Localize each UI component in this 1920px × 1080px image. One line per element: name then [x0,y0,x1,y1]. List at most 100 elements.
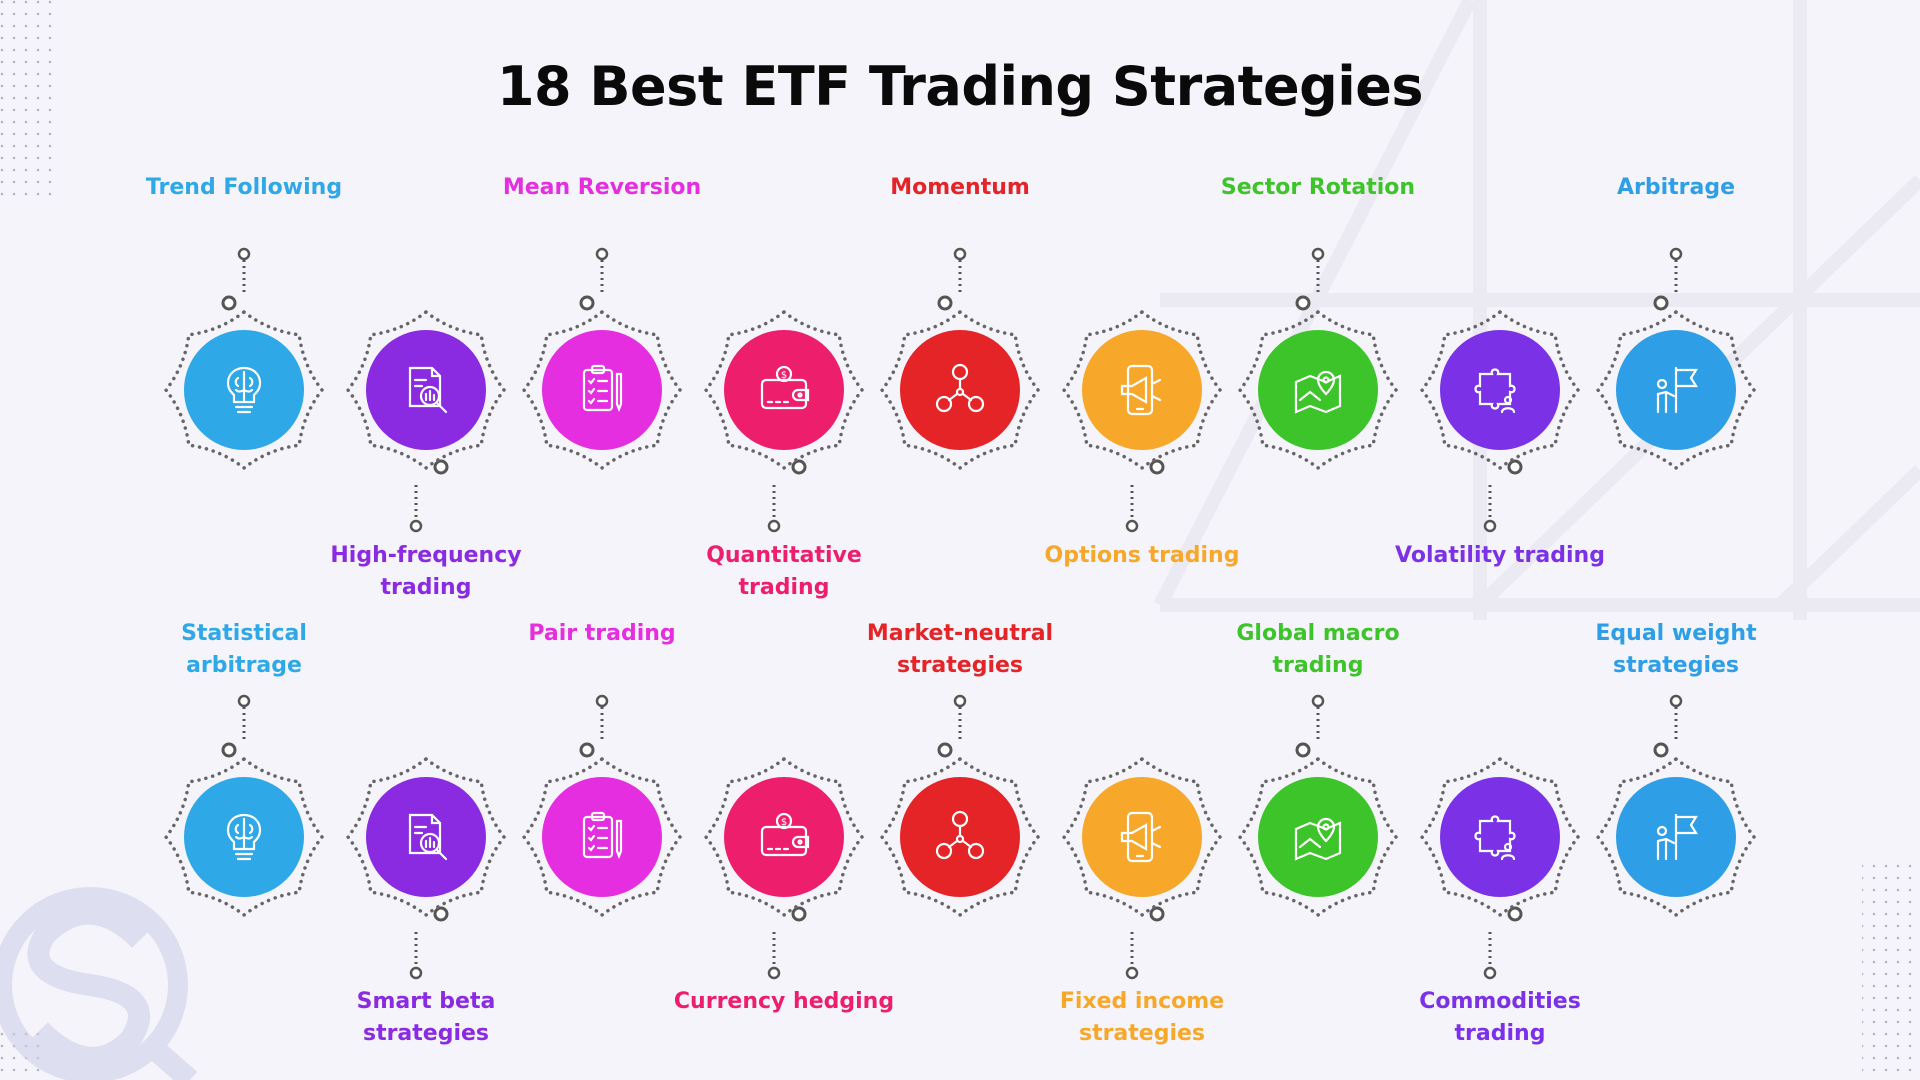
icon-disc [1616,330,1736,450]
document-search-icon [408,366,448,414]
strategy-node [1057,752,1227,922]
dotted-frame [1419,757,1581,918]
network-people-icon [935,363,985,413]
strategy-label: Pair trading [528,621,676,646]
dotted-frame [703,310,865,471]
icon-disc [1440,330,1560,450]
icon-disc [366,330,486,450]
network-people-icon [935,810,985,860]
strategy-node [1233,305,1403,475]
strategy-node [1415,305,1585,475]
strategy-node [1415,752,1585,922]
strategy-label: Volatility trading [1395,543,1605,568]
clipboard-checklist-icon [582,811,623,859]
strategy-label: Smart beta strategies [356,989,496,1046]
icon-disc: $ [724,777,844,897]
strategy-node [1591,305,1761,475]
strategy-node [517,752,687,922]
strategy-node [1591,752,1761,922]
phone-megaphone-icon [1120,364,1162,416]
strategy-node: $ [699,305,869,475]
icon-disc [1440,777,1560,897]
dotted-frame [1595,757,1757,918]
dotted-frame [163,757,325,918]
dotted-frame [1061,757,1223,918]
strategy-node [1233,752,1403,922]
clipboard-checklist-icon [582,364,623,412]
strategy-label: Currency hedging [673,989,895,1014]
brain-bulb-icon [226,813,262,861]
icon-disc [1258,777,1378,897]
icon-disc [900,777,1020,897]
icon-disc [184,777,304,897]
puzzle-person-icon [1474,368,1516,414]
strategy-label: Sector Rotation [1220,175,1416,200]
strategy-label: Momentum [890,175,1030,200]
dotted-frame [879,757,1041,918]
dot-pattern-top-left [0,0,55,200]
brain-bulb-icon [226,366,262,414]
strategy-label: Options trading [1044,543,1240,568]
dotted-frame [163,310,325,471]
strategy-label: Statistical arbitrage [181,621,307,678]
dotted-frame [345,310,507,471]
strategy-node [341,752,511,922]
strategy-label: Trend Following [145,175,343,200]
dotted-frame [1061,310,1223,471]
map-pin-icon [1294,370,1342,414]
icon-disc [1258,330,1378,450]
map-pin-icon [1294,817,1342,861]
icon-disc [1616,777,1736,897]
icon-disc [366,777,486,897]
strategy-label: Quantitative trading [706,543,862,600]
dotted-frame [1237,310,1399,471]
strategy-node [159,752,329,922]
svg-text:$: $ [781,370,787,381]
icon-disc [184,330,304,450]
dotted-frame [521,757,683,918]
background-geometric-lines [1153,0,1920,620]
svg-text:$: $ [781,817,787,828]
strategy-label: High-frequency trading [330,543,522,600]
dot-pattern-bottom-right [1862,860,1920,1080]
page-title: 18 Best ETF Trading Strategies [496,55,1424,118]
wallet-icon: $ [760,365,810,410]
dotted-frame [345,757,507,918]
strategy-node [875,305,1045,475]
document-search-icon [408,813,448,861]
strategy-label: Mean Reversion [502,175,702,200]
strategy-label: Global macro trading [1236,621,1400,678]
strategy-label: Fixed income strategies [1059,989,1225,1046]
strategy-node: $ [699,752,869,922]
icon-disc [1082,330,1202,450]
strategy-label: Arbitrage [1616,175,1736,200]
dotted-frame [521,310,683,471]
dotted-frame [1595,310,1757,471]
strategy-label: Market-neutral strategies [866,621,1054,678]
strategy-node [159,305,329,475]
strategy-node [875,752,1045,922]
icon-disc [900,330,1020,450]
strategy-node [517,305,687,475]
puzzle-person-icon [1474,815,1516,861]
watermark-logo [0,887,198,1080]
dotted-frame [1419,310,1581,471]
